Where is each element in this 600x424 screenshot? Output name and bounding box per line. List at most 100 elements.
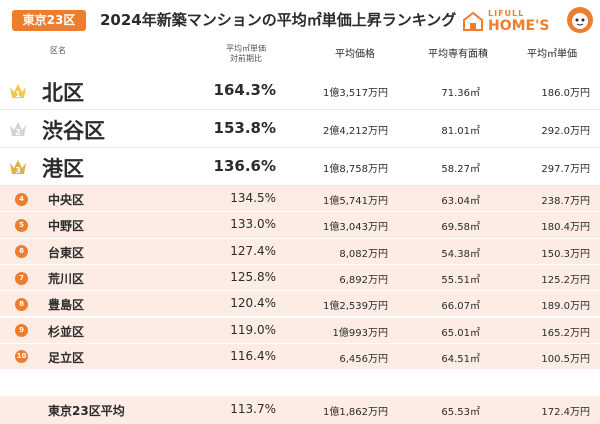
row-divider bbox=[0, 147, 600, 148]
ward-name: 台東区 bbox=[48, 245, 85, 260]
column-header-price: 平均価格 bbox=[335, 49, 375, 60]
table-row: 6 台東区 127.4% 8,082万円 54.38㎡ 150.3万円 bbox=[0, 238, 600, 265]
table-row: 1 北区 164.3% 1億3,517万円 71.36㎡ 186.0万円 bbox=[0, 72, 600, 110]
average-area: 63.04㎡ bbox=[441, 196, 480, 208]
ward-name: 北区 bbox=[42, 81, 84, 105]
crown-icon bbox=[10, 84, 26, 98]
average-label: 東京23区平均 bbox=[48, 404, 125, 418]
rank-badge: 8 bbox=[15, 297, 28, 311]
average-unit-price: 189.0万円 bbox=[541, 301, 590, 313]
crown-icon bbox=[10, 160, 26, 174]
mascot-icon bbox=[567, 7, 593, 33]
ward-name: 荒川区 bbox=[48, 272, 85, 287]
row-divider bbox=[0, 290, 600, 292]
table-row: 10 足立区 116.4% 6,456万円 64.51㎡ 100.5万円 bbox=[0, 343, 600, 371]
ratio-value: 119.0% bbox=[230, 322, 276, 337]
page-title: 2024年新築マンションの平均㎡単価上昇ランキング bbox=[100, 11, 457, 29]
average-area: 54.38㎡ bbox=[441, 248, 480, 260]
logo-small-text: LIFULL bbox=[488, 9, 525, 18]
average-price: 8,082万円 bbox=[339, 248, 388, 260]
ward-name: 港区 bbox=[42, 157, 84, 181]
average-price: 1億8,758万円 bbox=[323, 164, 388, 175]
average-price: 1億1,862万円 bbox=[323, 407, 388, 418]
average-price: 1億3,517万円 bbox=[323, 88, 388, 99]
row-divider bbox=[0, 369, 600, 371]
ward-name: 渋谷区 bbox=[42, 119, 105, 143]
ratio-value: 125.8% bbox=[230, 270, 276, 285]
row-divider bbox=[0, 342, 600, 344]
row-divider bbox=[0, 237, 600, 239]
lifull-homes-logo: LIFULL HOME'S bbox=[462, 6, 594, 36]
ratio-value: 127.4% bbox=[230, 243, 276, 258]
rank-badge: 9 bbox=[15, 324, 28, 338]
table-row: 8 豊島区 120.4% 1億2,539万円 66.07㎡ 189.0万円 bbox=[0, 291, 600, 318]
rank-number: 2 bbox=[15, 128, 21, 137]
average-price: 2億4,212万円 bbox=[323, 126, 388, 137]
average-price: 1億2,539万円 bbox=[323, 301, 388, 313]
ratio-value: 120.4% bbox=[230, 296, 276, 311]
average-unit-price: 180.4万円 bbox=[541, 222, 590, 234]
ward-name: 豊島区 bbox=[48, 298, 85, 313]
region-badge: 東京23区 bbox=[12, 10, 86, 31]
ratio-value: 136.6% bbox=[213, 157, 276, 175]
table-row: 4 中央区 134.5% 1億5,741万円 63.04㎡ 238.7万円 bbox=[0, 186, 600, 213]
average-unit-price: 292.0万円 bbox=[541, 126, 590, 137]
row-divider bbox=[0, 185, 600, 186]
column-header-unit-price: 平均㎡単価 bbox=[527, 49, 577, 60]
average-unit-price: 125.2万円 bbox=[541, 275, 590, 287]
table-row: 2 渋谷区 153.8% 2億4,212万円 81.01㎡ 292.0万円 bbox=[0, 110, 600, 148]
ward-name: 中野区 bbox=[48, 219, 85, 234]
table-row: 9 杉並区 119.0% 1億993万円 65.01㎡ 165.2万円 bbox=[0, 317, 600, 344]
column-header-name: 区名 bbox=[50, 46, 66, 55]
average-row: 東京23区平均 113.7% 1億1,862万円 65.53㎡ 172.4万円 bbox=[0, 396, 600, 424]
average-price: 1億5,741万円 bbox=[323, 196, 388, 208]
average-price: 6,892万円 bbox=[339, 275, 388, 287]
column-header-area: 平均専有面積 bbox=[428, 49, 488, 60]
average-ratio: 113.7% bbox=[230, 402, 276, 416]
row-divider bbox=[0, 109, 600, 110]
rank-badge: 10 bbox=[15, 350, 28, 364]
rank-badge: 6 bbox=[15, 245, 28, 259]
average-area: 69.58㎡ bbox=[441, 222, 480, 234]
row-divider bbox=[0, 263, 600, 265]
table-row: 3 港区 136.6% 1億8,758万円 58.27㎡ 297.7万円 bbox=[0, 148, 600, 186]
average-unit-price: 238.7万円 bbox=[541, 196, 590, 208]
column-header-ratio-line1: 平均㎡単価 bbox=[226, 44, 266, 53]
average-area: 55.51㎡ bbox=[441, 275, 480, 287]
average-unit-price: 165.2万円 bbox=[541, 327, 590, 339]
ratio-value: 153.8% bbox=[213, 119, 276, 137]
average-price: 1億3,043万円 bbox=[323, 222, 388, 234]
table-row: 7 荒川区 125.8% 6,892万円 55.51㎡ 125.2万円 bbox=[0, 264, 600, 292]
ward-name: 足立区 bbox=[48, 350, 85, 365]
average-area: 64.51㎡ bbox=[441, 353, 480, 365]
average-unit-price: 100.5万円 bbox=[541, 353, 590, 365]
ward-name: 杉並区 bbox=[48, 324, 85, 339]
logo-big-text: HOME'S bbox=[488, 18, 550, 34]
ratio-value: 116.4% bbox=[230, 348, 276, 363]
row-divider bbox=[0, 211, 600, 213]
header: 東京23区 2024年新築マンションの平均㎡単価上昇ランキング LIFULL H… bbox=[0, 0, 600, 40]
row-divider bbox=[0, 316, 600, 318]
ratio-value: 133.0% bbox=[230, 217, 276, 232]
average-unit-price: 297.7万円 bbox=[541, 164, 590, 175]
average-price: 1億993万円 bbox=[332, 327, 388, 339]
rank-number: 3 bbox=[15, 166, 21, 175]
average-price: 6,456万円 bbox=[339, 353, 388, 365]
rank-badge: 5 bbox=[15, 218, 28, 232]
average-area: 58.27㎡ bbox=[441, 164, 480, 175]
column-header-ratio: 平均㎡単価 対前期比 bbox=[206, 44, 286, 76]
house-icon bbox=[463, 11, 483, 31]
column-header-ratio-line2: 対前期比 bbox=[230, 54, 262, 63]
crown-icon bbox=[10, 122, 26, 136]
table-row: 5 中野区 133.0% 1億3,043万円 69.58㎡ 180.4万円 bbox=[0, 212, 600, 239]
average-area: 65.53㎡ bbox=[441, 407, 480, 418]
ratio-value: 164.3% bbox=[213, 81, 276, 99]
average-unit-price: 150.3万円 bbox=[541, 248, 590, 260]
ward-name: 中央区 bbox=[48, 193, 85, 208]
average-area: 66.07㎡ bbox=[441, 301, 480, 313]
average-unit-price: 186.0万円 bbox=[541, 88, 590, 99]
rank-badge: 7 bbox=[15, 271, 28, 285]
average-area: 81.01㎡ bbox=[441, 126, 480, 137]
average-area: 71.36㎡ bbox=[441, 88, 480, 99]
rank-badge: 4 bbox=[15, 192, 28, 206]
